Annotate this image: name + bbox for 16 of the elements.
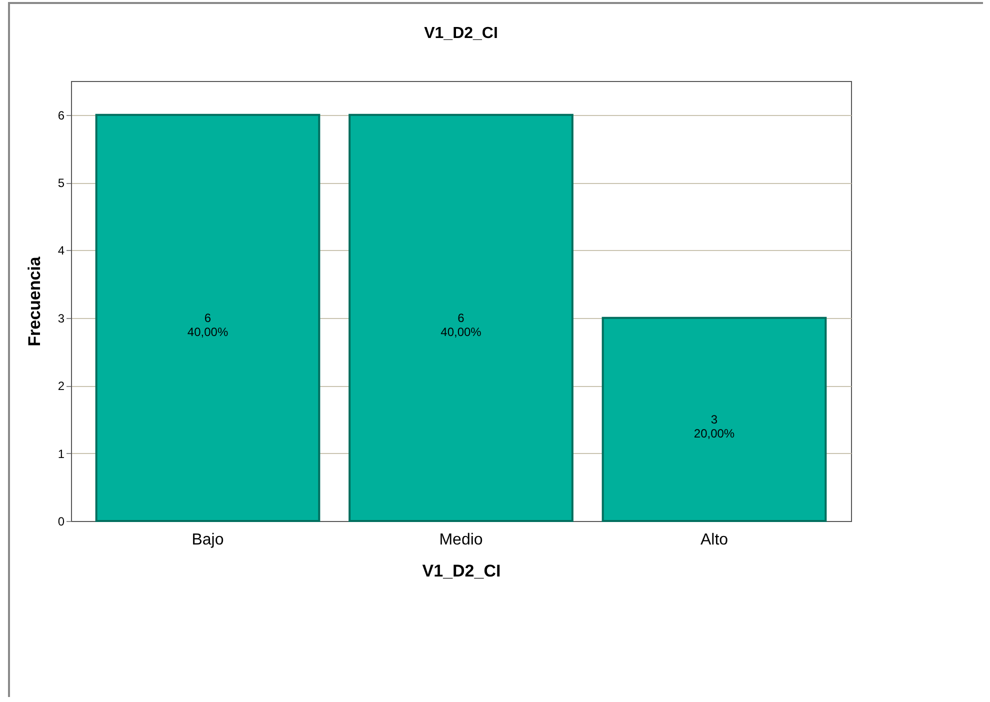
y-tick-label: 3 bbox=[58, 311, 65, 326]
data-label: 6 40,00% bbox=[440, 310, 482, 339]
x-tick-label: Medio bbox=[439, 532, 483, 548]
y-tick-label: 2 bbox=[58, 379, 65, 394]
y-tick-label: 4 bbox=[58, 244, 65, 258]
x-tick-label: Bajo bbox=[192, 532, 224, 548]
x-tick-label: Alto bbox=[700, 532, 728, 548]
y-tick-label: 5 bbox=[58, 176, 65, 190]
chart-title: V1_D2_CI bbox=[424, 25, 498, 42]
data-label: 6 40,00% bbox=[187, 310, 228, 339]
y-tick-label: 1 bbox=[58, 446, 65, 461]
x-axis-title: V1_D2_CI bbox=[422, 562, 501, 580]
y-axis-title: Frecuencia bbox=[24, 256, 44, 346]
data-label: 3 20,00% bbox=[694, 412, 735, 440]
y-tick-label: 6 bbox=[58, 108, 65, 122]
y-tick-label: 0 bbox=[58, 514, 65, 528]
